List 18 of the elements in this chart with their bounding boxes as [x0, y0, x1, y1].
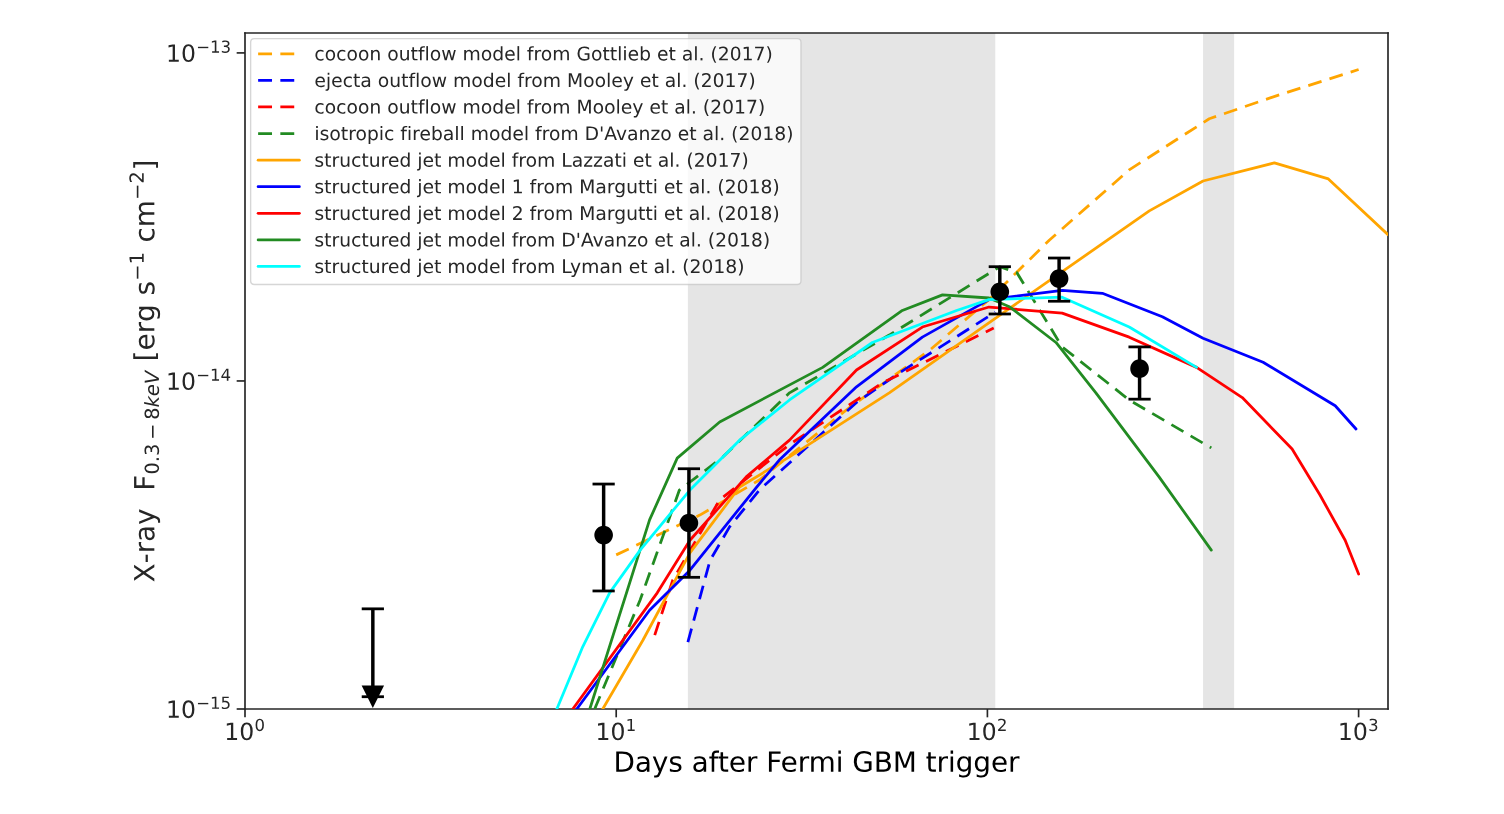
- x-axis-title: Days after Fermi GBM trigger: [616, 750, 1020, 778]
- y-tick-label: 10$^{−13}$: [168, 40, 230, 63]
- y-tick-label: 10$^{−14}$: [168, 368, 231, 391]
- legend-label: structured jet model from Lazzati et al. (2017): [315, 152, 748, 171]
- legend-label: cocoon outflow model from Gottlieb et al. (2017): [315, 46, 772, 63]
- legend-label: cocoon outflow model from Mooley et al. (2017): [315, 99, 764, 118]
- legend-label: ejecta outflow model from Mooley et al. (2017): [315, 72, 755, 91]
- legend-label: structured jet model 2 from Margutti et al. (2018): [315, 205, 779, 224]
- x-tick-label: 10$^{0}$: [226, 718, 264, 741]
- legend-label: structured jet model 1 from Margutti et al. (2018): [315, 179, 779, 198]
- legend-label: structured jet model from Lyman et al. (2018): [315, 258, 743, 277]
- x-tick-label: 10$^{3}$: [1340, 718, 1378, 741]
- x-tick-label: 10$^{2}$: [969, 718, 1006, 741]
- legend-label: isotropic fireball model from D'Avanzo et al. (2018): [316, 125, 792, 145]
- y-axis-title: X-ray F$_{0.3−8keV}$ [erg s$^{−1}$ cm$^{−2}$]: [129, 162, 161, 582]
- legend-label: structured jet model from D'Avanzo et al. (2018): [315, 232, 769, 251]
- y-tick-label: 10$^{−15}$: [168, 696, 230, 719]
- x-tick-label: 10$^{1}$: [598, 718, 635, 741]
